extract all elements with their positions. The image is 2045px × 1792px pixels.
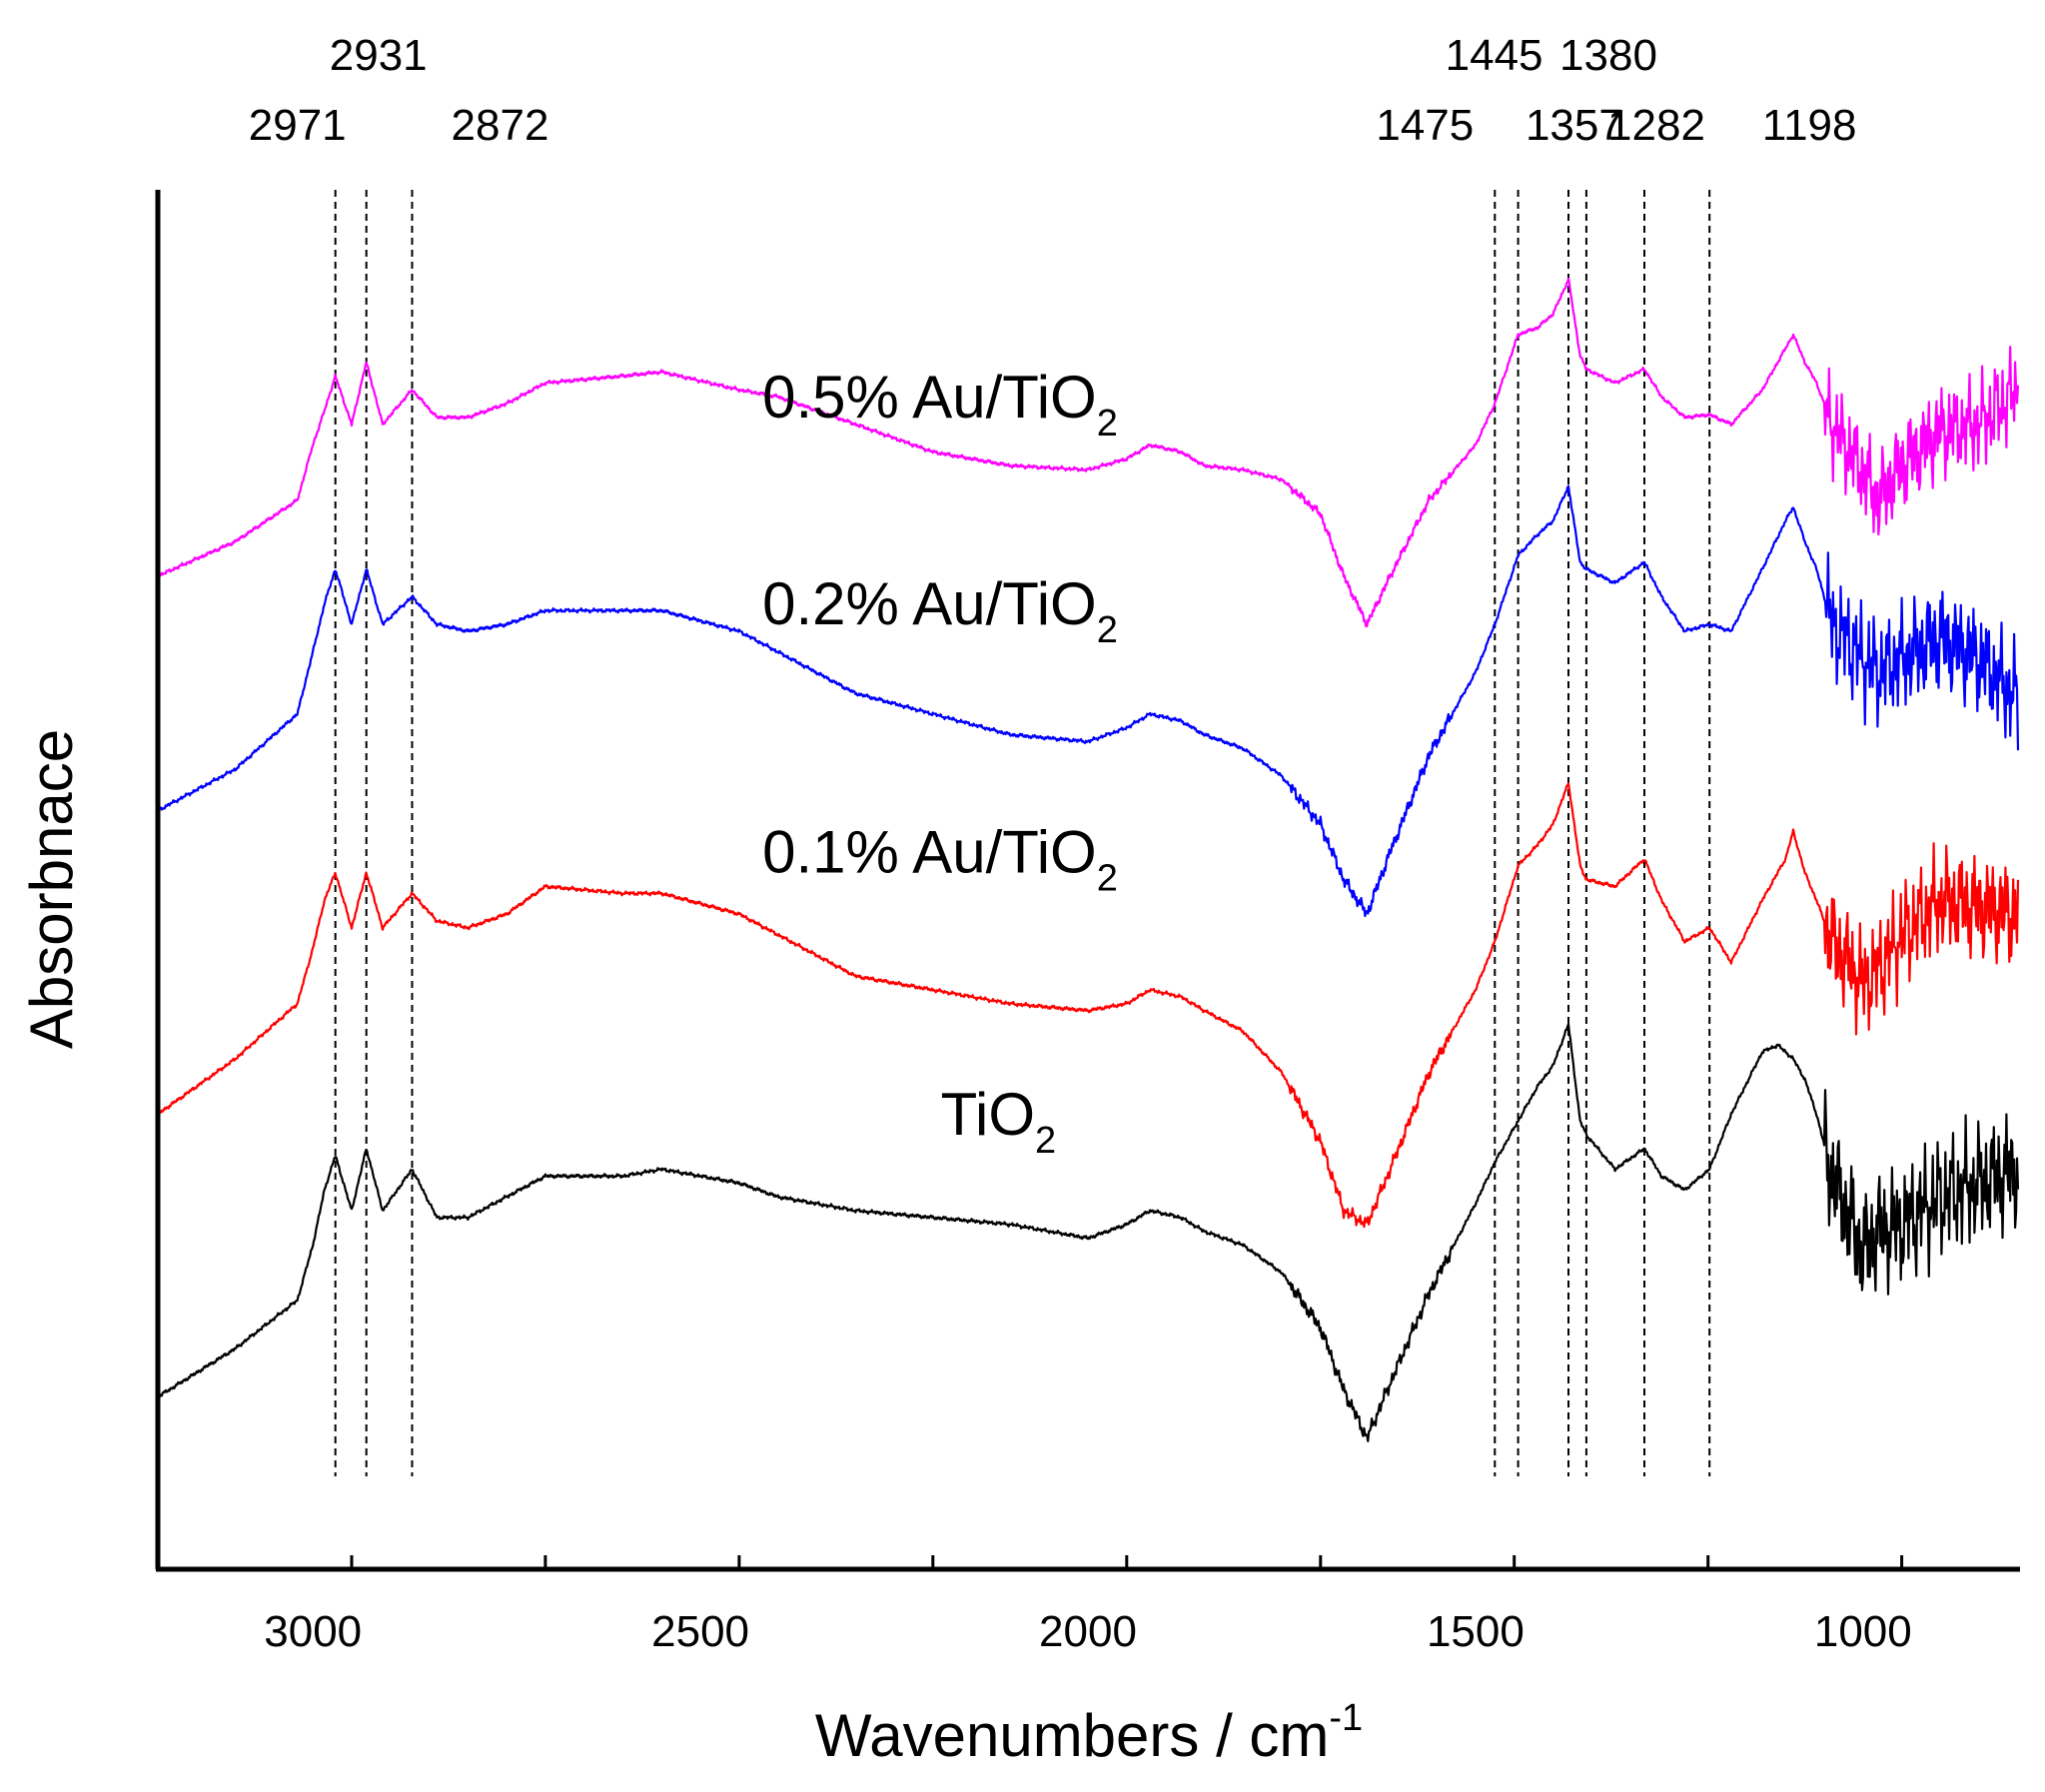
peak-label-1282: 1282 (1607, 101, 1705, 150)
series-line-0-2-au-tio2 (157, 484, 2020, 918)
series-label-0-1-au-tio2: 0.1% Au/TiO2 (762, 819, 1118, 900)
peak-label-1380: 1380 (1559, 31, 1657, 80)
series-line-0-1-au-tio2 (156, 782, 2020, 1229)
peak-label-2971: 2971 (249, 101, 347, 150)
series-line-tio2 (157, 1023, 2020, 1442)
series-line-0-5-au-tio2 (157, 277, 2020, 627)
x-tick-label-2000: 2000 (1039, 1607, 1137, 1656)
x-tick-label-1000: 1000 (1814, 1607, 1912, 1656)
peak-label-1198: 1198 (1762, 101, 1857, 150)
peak-label-1475: 1475 (1376, 101, 1474, 150)
series-label-0-2-au-tio2: 0.2% Au/TiO2 (762, 570, 1118, 651)
peak-label-2872: 2872 (452, 101, 549, 150)
x-tick-label-1500: 1500 (1427, 1607, 1525, 1656)
x-tick-label-2500: 2500 (651, 1607, 749, 1656)
peak-reference-lines (334, 190, 1711, 1476)
series-labels: 0.5% Au/TiO2 0.2% Au/TiO2 0.1% Au/TiO2 TiO2 (762, 364, 1118, 1162)
peak-label-1357: 1357 (1526, 101, 1623, 150)
y-axis-title: Absorbnace (18, 729, 85, 1049)
x-ticks: 3000 2500 2000 1500 1000 (156, 1555, 1912, 1656)
x-tick-label-3000: 3000 (264, 1607, 362, 1656)
series-layer (156, 277, 2020, 1442)
peak-label-2931: 2931 (330, 31, 428, 80)
series-label-0-5-au-tio2: 0.5% Au/TiO2 (762, 364, 1118, 445)
series-label-tio2: TiO2 (941, 1081, 1057, 1162)
peak-label-1445: 1445 (1446, 31, 1543, 80)
x-axis-title: Wavenumbers / cm-1 (815, 1697, 1363, 1769)
